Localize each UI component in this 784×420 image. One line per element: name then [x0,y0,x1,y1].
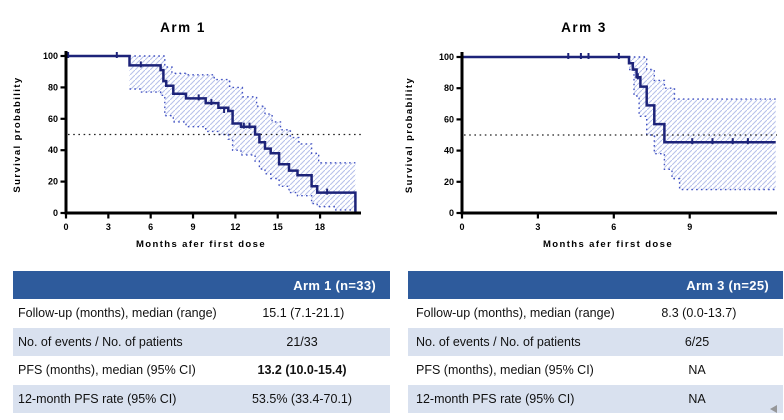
km-chart-arm3-svg: 0 3 6 9 0 20 40 60 80 100 Arm 3 Months afer first d… [404,20,777,250]
row-value: 21/33 [286,334,318,349]
y-tick-label: 0 [53,208,58,218]
chart-title: Arm 3 [561,20,607,35]
table-row: PFS (months), median (95% CI) 13.2 (10.0… [13,356,390,385]
y-tick-label: 80 [48,82,58,92]
row-label: No. of events / No. of patients [416,334,581,349]
x-tick-label: 12 [230,222,240,232]
table-header-arm3: Arm 3 (n=25) [686,277,769,293]
row-label: 12-month PFS rate (95% CI) [18,391,177,406]
table-header-row: Arm 1 (n=33) [13,271,390,299]
y-axis-label: Survival probability [404,77,415,193]
km-curve [66,54,357,213]
row-label: Follow-up (months), median (range) [18,306,217,321]
table-row: PFS (months), median (95% CI) NA [408,356,783,385]
y-tick-label: 100 [439,52,454,62]
row-value: 13.2 (10.0-15.4) [257,363,347,378]
x-axis-label: Months afer first dose [543,239,673,250]
mouse-cursor-icon [770,405,777,413]
table-row: Follow-up (months), median (range) 8.3 (… [408,299,783,328]
y-axis-label: Survival probability [12,76,23,192]
km-chart-arm1: 0 3 6 9 12 15 18 0 20 40 60 80 100 Arm 1 Months afer f… [0,0,392,262]
row-value: 15.1 (7.1-21.1) [262,306,345,321]
row-label: No. of events / No. of patients [18,334,183,349]
y-tick-label: 40 [444,146,454,156]
confidence-band-upper-edge [129,55,356,164]
table-header-arm1: Arm 1 (n=33) [293,277,376,293]
row-value: NA [688,391,706,406]
summary-table-arm1: Arm 1 (n=33) Follow-up (months), median … [13,271,390,413]
confidence-band [629,57,776,190]
x-tick-label: 3 [535,222,540,232]
x-tick-label: 6 [148,222,153,232]
table-row: Follow-up (months), median (range) 15.1 … [13,299,390,328]
km-curve [462,55,776,144]
chart-title: Arm 1 [160,20,206,35]
row-label: PFS (months), median (95% CI) [18,363,196,378]
confidence-band-upper-edge [629,56,776,100]
x-tick-label: 9 [191,222,196,232]
row-label: PFS (months), median (95% CI) [416,363,594,378]
y-tick-label: 40 [48,145,58,155]
row-label: 12-month PFS rate (95% CI) [416,391,575,406]
y-tick-label: 20 [48,177,58,187]
x-tick-label: 6 [611,222,616,232]
y-tick-label: 60 [48,114,58,124]
row-value: NA [688,363,706,378]
table-row: No. of events / No. of patients 21/33 [13,327,390,356]
x-tick-label: 0 [63,222,68,232]
x-axis-label: Months afer first dose [136,239,266,250]
x-tick-label: 15 [273,222,283,232]
summary-table-arm3: Arm 3 (n=25) Follow-up (months), median … [408,271,783,413]
row-value: 8.3 (0.0-13.7) [661,306,737,321]
km-chart-arm1-svg: 0 3 6 9 12 15 18 0 20 40 60 80 100 Arm 1 Months afer f… [12,20,361,250]
table-row: No. of events / No. of patients 6/25 [408,327,783,356]
confidence-band-lower-edge [629,68,776,191]
table-row: 12-month PFS rate (95% CI) NA [408,384,783,413]
row-value: 53.5% (33.4-70.1) [251,391,353,406]
x-tick-label: 3 [106,222,111,232]
y-tick-label: 60 [444,114,454,124]
y-tick-label: 20 [444,177,454,187]
x-tick-label: 18 [315,222,325,232]
table-header-row: Arm 3 (n=25) [408,271,783,299]
table-row: 12-month PFS rate (95% CI) 53.5% (33.4-7… [13,384,390,413]
km-chart-arm3: 0 3 6 9 0 20 40 60 80 100 Arm 3 Months afer first d… [392,0,784,262]
x-tick-label: 9 [687,222,692,232]
y-tick-label: 100 [43,51,58,61]
row-value: 6/25 [684,334,710,349]
y-tick-label: 80 [444,83,454,93]
row-label: Follow-up (months), median (range) [416,306,615,321]
x-tick-label: 0 [459,222,464,232]
y-tick-label: 0 [449,208,454,218]
